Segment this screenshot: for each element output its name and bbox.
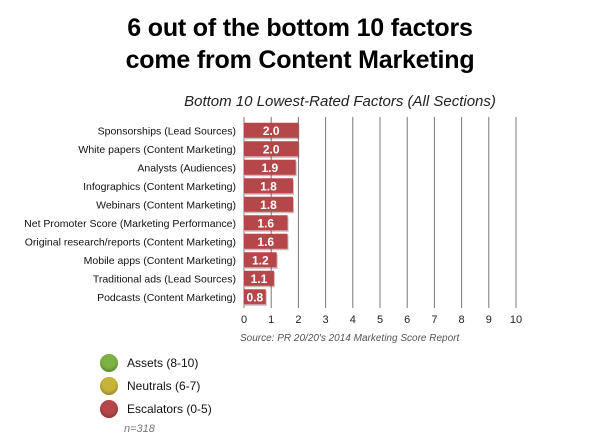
data-label: 1.1 <box>251 272 268 286</box>
x-tick-label: 0 <box>241 314 247 326</box>
x-tick-label: 5 <box>377 314 383 326</box>
headline-line-1: 6 out of the bottom 10 factors <box>127 14 473 42</box>
category-label: Mobile apps (Content Marketing) <box>84 255 236 267</box>
data-label: 1.8 <box>260 198 277 212</box>
legend-item-neutrals: Neutrals (6-7) <box>100 375 212 397</box>
legend-swatch-escalators <box>100 400 118 418</box>
bar <box>244 289 266 305</box>
x-tick-label: 7 <box>431 314 437 326</box>
x-tick-label: 2 <box>295 314 301 326</box>
x-tick-label: 1 <box>268 314 274 326</box>
x-tick-label: 9 <box>486 314 492 326</box>
legend-label-escalators: Escalators (0-5) <box>127 402 212 416</box>
data-label: 2.0 <box>263 142 280 156</box>
data-label: 1.2 <box>252 253 269 267</box>
x-tick-label: 10 <box>510 314 522 326</box>
legend: Assets (8-10) Neutrals (6-7) Escalators … <box>100 352 212 421</box>
data-label: 0.8 <box>247 290 264 304</box>
legend-item-escalators: Escalators (0-5) <box>100 398 212 420</box>
x-tick-label: 8 <box>459 314 465 326</box>
chart-title: Bottom 10 Lowest-Rated Factors (All Sect… <box>184 93 496 110</box>
data-label: 1.9 <box>261 161 278 175</box>
legend-label-neutrals: Neutrals (6-7) <box>127 379 201 393</box>
category-label: White papers (Content Marketing) <box>78 144 236 156</box>
bar <box>244 233 288 249</box>
headline-line-2: come from Content Marketing <box>125 46 475 74</box>
data-label: 2.0 <box>263 124 280 138</box>
bar <box>244 252 277 268</box>
category-label: Webinars (Content Marketing) <box>96 199 236 211</box>
category-label: Net Promoter Score (Marketing Performanc… <box>24 218 236 230</box>
bar <box>244 141 299 157</box>
data-label: 1.6 <box>257 216 274 230</box>
legend-label-assets: Assets (8-10) <box>127 356 199 370</box>
bar <box>244 159 296 175</box>
bar <box>244 270 274 286</box>
bar <box>244 178 293 194</box>
legend-swatch-assets <box>100 354 118 372</box>
category-label: Sponsorships (Lead Sources) <box>98 125 236 137</box>
data-label: 1.6 <box>257 235 274 249</box>
x-tick-label: 6 <box>404 314 410 326</box>
legend-item-assets: Assets (8-10) <box>100 352 212 374</box>
category-label: Infographics (Content Marketing) <box>83 181 236 193</box>
x-tick-label: 4 <box>350 314 356 326</box>
x-tick-label: 3 <box>323 314 329 326</box>
category-label: Podcasts (Content Marketing) <box>97 292 236 304</box>
data-label: 1.8 <box>260 179 277 193</box>
category-label: Traditional ads (Lead Sources) <box>93 273 236 285</box>
source-note: Source: PR 20/20's 2014 Marketing Score … <box>240 333 460 344</box>
category-label: Original research/reports (Content Marke… <box>25 236 236 248</box>
category-label: Analysts (Audiences) <box>137 162 236 174</box>
bar <box>244 196 293 212</box>
sample-size-note: n=318 <box>124 423 155 435</box>
legend-swatch-neutrals <box>100 377 118 395</box>
bar <box>244 215 288 231</box>
bar <box>244 122 299 138</box>
headline: 6 out of the bottom 10 factors come from… <box>0 12 600 76</box>
